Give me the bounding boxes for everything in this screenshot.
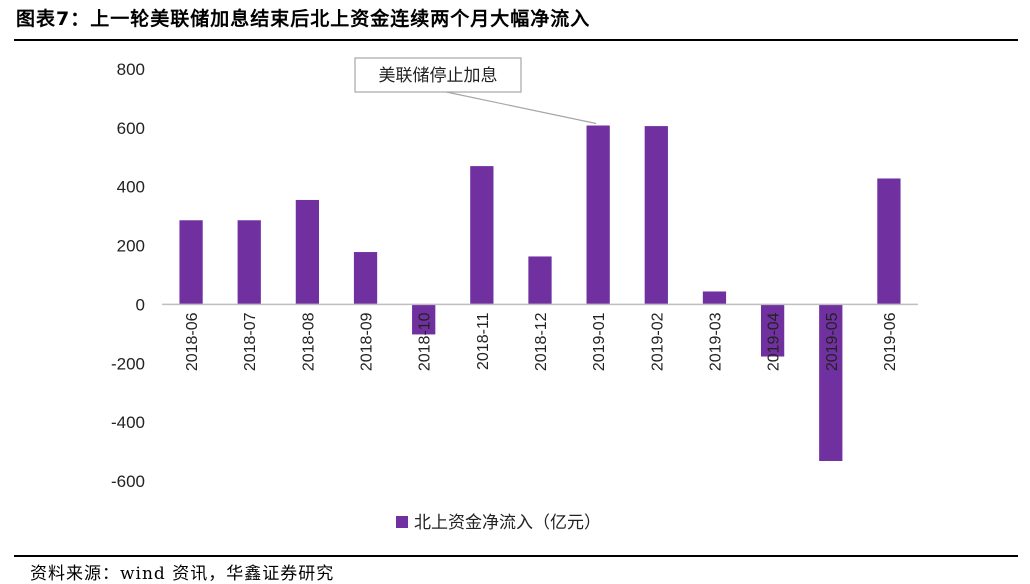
y-tick-label: 0 <box>136 295 145 314</box>
y-tick-label: 400 <box>117 178 145 197</box>
bar-series <box>179 125 901 461</box>
x-tick-label: 2018-08 <box>300 312 317 371</box>
y-tick-label: 800 <box>117 60 145 79</box>
annotation-leader <box>446 91 597 125</box>
x-tick-label: 2018-11 <box>475 312 492 370</box>
x-tick-label: 2019-01 <box>591 312 608 371</box>
y-tick-label: 600 <box>117 119 145 138</box>
bar <box>819 304 843 461</box>
figure-title: 图表7：上一轮美联储加息结束后北上资金连续两个月大幅净流入 <box>16 8 591 30</box>
y-tick-label: -400 <box>111 413 145 432</box>
bar <box>877 178 901 305</box>
bottom-rule <box>14 555 1018 557</box>
annotation-text: 美联储停止加息 <box>379 66 498 86</box>
bar <box>295 199 320 305</box>
top-rule <box>14 39 1018 41</box>
legend-swatch <box>396 516 408 528</box>
bar <box>528 256 552 305</box>
x-tick-label: 2019-02 <box>649 312 666 371</box>
annotation-box <box>354 57 522 93</box>
y-axis-ticks: 800 600 400 200 0 -200 -400 -600 <box>111 60 145 491</box>
bar <box>586 125 610 305</box>
x-tick-label: 2019-06 <box>882 312 899 371</box>
x-tick-label: 2018-10 <box>417 312 434 371</box>
bar <box>412 304 436 335</box>
annotation-callout: 美联储停止加息 <box>354 57 597 125</box>
x-tick-label: 2018-09 <box>359 312 376 371</box>
y-tick-label: -200 <box>111 354 145 373</box>
legend: 北上资金净流入（亿元） <box>396 513 601 533</box>
x-tick-label: 2018-06 <box>184 312 201 371</box>
x-tick-label: 2019-03 <box>707 312 724 371</box>
bar <box>702 291 727 305</box>
x-tick-label: 2019-05 <box>824 312 841 371</box>
x-axis-ticks: 2018-06 2018-07 2018-08 2018-09 2018-10 2018-… <box>184 312 899 371</box>
bar <box>353 252 378 305</box>
x-tick-label: 2019-04 <box>766 312 783 371</box>
x-tick-label: 2018-07 <box>242 312 259 371</box>
y-tick-label: 200 <box>117 237 145 256</box>
legend-label: 北上资金净流入（亿元） <box>414 513 601 533</box>
bar <box>470 166 494 305</box>
y-tick-label: -600 <box>111 472 145 491</box>
bar <box>179 220 203 305</box>
bar <box>237 220 261 305</box>
bar <box>760 304 785 357</box>
source-note: 资料来源：wind 资讯，华鑫证券研究 <box>30 564 335 584</box>
bar <box>644 126 668 305</box>
x-tick-label: 2018-12 <box>533 312 550 371</box>
